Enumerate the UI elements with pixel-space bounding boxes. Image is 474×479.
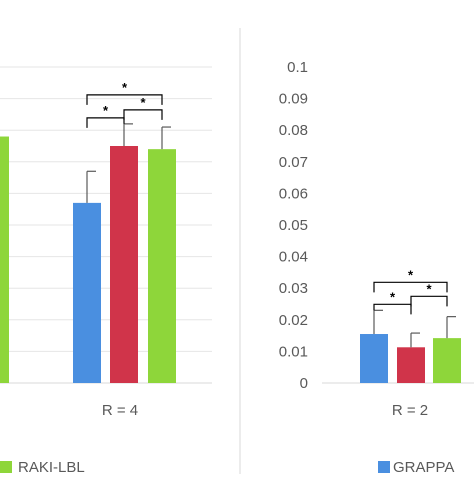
y-tick-label: 0.01 [279, 343, 308, 360]
y-tick-label: 0.03 [279, 280, 308, 297]
bar [73, 202, 101, 383]
bar-partial [0, 136, 9, 383]
bar [110, 146, 138, 383]
y-tick-label: 0.04 [279, 249, 308, 266]
y-tick-label: 0.09 [279, 91, 308, 108]
significance-star: * [426, 281, 432, 296]
significance-star: * [103, 103, 109, 118]
legend-label-raki-lbl: RAKI-LBL [18, 459, 85, 474]
bar [433, 338, 461, 383]
significance-bracket [373, 303, 412, 315]
significance-star: * [140, 95, 146, 110]
bar [148, 149, 176, 383]
legend-label-grappa: GRAPPA [393, 459, 454, 474]
y-tick-label: 0.05 [279, 217, 308, 234]
significance-bracket [123, 109, 163, 120]
significance-star: * [122, 80, 128, 95]
x-tick-label: R = 2 [392, 402, 428, 419]
bar [360, 334, 388, 383]
legend-swatch-raki-lbl [0, 461, 12, 473]
y-tick-label: 0.02 [279, 312, 308, 329]
y-tick-label: 0.07 [279, 154, 308, 171]
right-chart-panel: 0 0.01 0.02 0.03 0.04 0.05 0.06 0.07 0.08 0.09 0.1… [279, 59, 474, 419]
left-chart-panel: * * * R = 4 [0, 66, 212, 419]
significance-bracket [86, 94, 163, 105]
significance-star: * [390, 289, 396, 304]
y-tick-label: 0.08 [279, 122, 308, 139]
significance-bracket [373, 281, 448, 293]
x-tick-label: R = 4 [102, 402, 138, 419]
bar [397, 347, 425, 383]
significance-star: * [408, 267, 414, 282]
legend: RAKI-LBL GRAPPA [0, 459, 454, 476]
significance-bracket [410, 295, 448, 307]
y-tick-label: 0 [300, 375, 308, 392]
significance-bracket [86, 117, 125, 128]
y-tick-label: 0.06 [279, 185, 308, 202]
y-tick-label: 0.1 [287, 59, 308, 76]
legend-swatch-grappa [378, 461, 390, 473]
